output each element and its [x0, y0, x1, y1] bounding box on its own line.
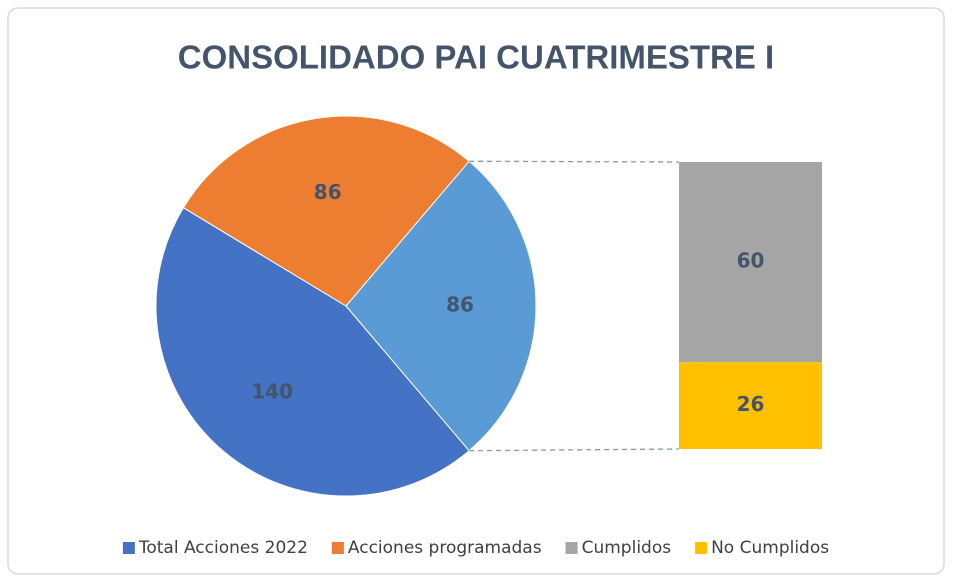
- legend-swatch: [122, 542, 135, 554]
- data-label: 140: [251, 379, 293, 403]
- legend-swatch: [331, 542, 344, 554]
- pie-slice: [182, 115, 470, 307]
- bar-segment: [679, 362, 822, 449]
- legend-label: No Cumplidos: [711, 538, 829, 558]
- pie-slice: [345, 160, 537, 452]
- legend-swatch: [565, 542, 578, 554]
- legend-swatch: [695, 542, 708, 554]
- pie-slice: [155, 207, 470, 497]
- data-label: 60: [737, 249, 765, 273]
- chart-title: CONSOLIDADO PAI CUATRIMESTRE I: [178, 39, 774, 76]
- legend-label: Acciones programadas: [348, 538, 542, 558]
- connector-line: [469, 160, 680, 163]
- connector-line: [469, 448, 680, 452]
- data-label: 86: [446, 293, 474, 317]
- data-label: 86: [314, 180, 342, 204]
- data-label: 26: [737, 392, 765, 416]
- bar-segment: [679, 162, 822, 363]
- legend-label: Total Acciones 2022: [138, 538, 308, 558]
- legend-label: Cumplidos: [582, 538, 672, 558]
